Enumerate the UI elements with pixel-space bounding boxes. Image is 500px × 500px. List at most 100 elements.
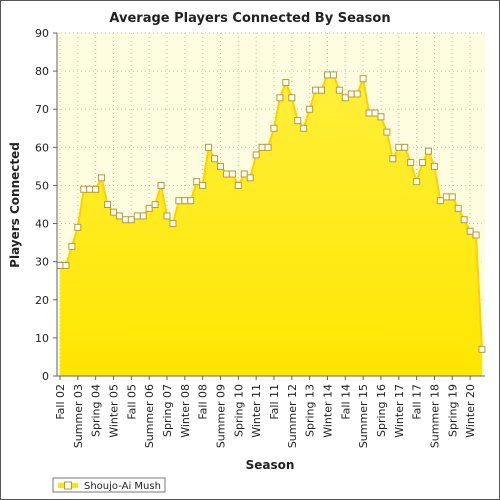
x-tick-label: Summer 06: [143, 384, 156, 448]
data-point: [294, 117, 302, 125]
x-tick-label: Spring 10: [232, 384, 245, 437]
data-point: [454, 204, 462, 212]
data-point: [181, 197, 189, 205]
data-point: [448, 193, 456, 201]
data-point: [133, 212, 141, 220]
x-tick-label: Winter 20: [464, 384, 477, 438]
data-point: [199, 181, 207, 189]
data-point: [359, 75, 367, 83]
data-point: [442, 193, 450, 201]
data-point: [211, 155, 219, 163]
data-point: [264, 143, 272, 151]
data-point: [377, 113, 385, 121]
data-point: [205, 143, 213, 151]
x-tick-label: Fall 02: [54, 384, 67, 420]
data-point: [127, 216, 135, 224]
x-tick-label: Spring 19: [446, 384, 459, 437]
legend-label: Shoujo-Ai Mush: [84, 481, 161, 492]
data-point: [347, 90, 355, 98]
data-point: [466, 227, 474, 235]
data-point: [413, 178, 421, 186]
data-point: [139, 212, 147, 220]
data-point: [216, 162, 224, 170]
data-point: [92, 185, 100, 193]
data-point: [234, 181, 242, 189]
data-point: [270, 124, 278, 132]
x-tick-label: Winter 05: [107, 384, 120, 438]
legend: Shoujo-Ai Mush: [52, 477, 166, 493]
data-point: [478, 345, 486, 353]
data-point: [371, 109, 379, 117]
data-point: [68, 242, 76, 250]
data-point: [121, 216, 129, 224]
data-point: [472, 231, 480, 239]
data-point: [163, 212, 171, 220]
y-tick-label: 70: [35, 103, 49, 116]
plot-area: 0 10 20 30 40 50 60 70 80 90 Fall 02 Summer 03 Sprin…: [35, 27, 486, 448]
data-point: [246, 174, 254, 182]
data-point: [228, 170, 236, 178]
x-tick-label: Spring 16: [375, 384, 388, 437]
x-tick-label: Fall 14: [339, 384, 352, 420]
data-point: [74, 223, 82, 231]
data-point: [395, 143, 403, 151]
data-point: [98, 174, 106, 182]
chart-title: Average Players Connected By Season: [109, 11, 390, 26]
data-point: [389, 155, 397, 163]
data-point: [276, 94, 284, 102]
data-point: [240, 170, 248, 178]
data-point: [341, 94, 349, 102]
y-tick-label: 30: [35, 256, 49, 269]
y-tick-label: 90: [35, 27, 49, 40]
data-point: [288, 94, 296, 102]
x-tick-label: Fall 17: [411, 384, 424, 420]
data-point: [335, 86, 343, 94]
data-point: [312, 86, 320, 94]
data-point: [300, 124, 308, 132]
x-tick-label: Winter 08: [179, 384, 192, 438]
x-tick-label: Winter 14: [321, 384, 334, 438]
data-point: [187, 197, 195, 205]
data-point: [80, 185, 88, 193]
x-tick-label: Spring 13: [304, 384, 317, 437]
y-tick-label: 60: [35, 141, 49, 154]
data-point: [151, 201, 159, 208]
data-point: [145, 204, 153, 212]
x-tick-label: Spring 07: [161, 384, 174, 437]
y-tick-label: 50: [35, 179, 49, 192]
data-point: [115, 212, 123, 220]
data-point: [401, 143, 409, 151]
x-tick-label: Summer 09: [214, 384, 227, 448]
data-point: [109, 208, 117, 216]
x-tick-label: Fall 08: [197, 384, 210, 420]
x-tick-label: Summer 12: [286, 384, 299, 448]
x-tick-label: Summer 03: [72, 384, 85, 448]
x-tick-label: Spring 04: [90, 384, 103, 437]
data-point: [460, 216, 468, 224]
legend-box: [52, 477, 166, 493]
data-point: [407, 159, 415, 167]
x-tick-label: Winter 11: [250, 384, 263, 438]
data-point: [222, 170, 230, 178]
y-tick-label: 80: [35, 65, 49, 78]
x-tick-label: Summer 15: [357, 384, 370, 448]
y-axis-title: Players Connected: [8, 142, 22, 268]
data-point: [56, 261, 64, 269]
data-point: [425, 147, 433, 155]
data-point: [383, 128, 391, 136]
data-point: [62, 261, 70, 269]
data-point: [329, 71, 337, 79]
x-tick-label: Fall 11: [268, 384, 281, 420]
data-point: [318, 86, 326, 94]
data-point: [282, 79, 290, 87]
data-point: [175, 197, 183, 205]
data-point: [86, 185, 94, 193]
data-point: [365, 109, 373, 117]
y-tick-label: 10: [35, 332, 49, 345]
x-tick-label: Summer 18: [428, 384, 441, 448]
series-area: [60, 74, 482, 377]
data-point: [419, 159, 427, 167]
y-tick-label: 20: [35, 294, 49, 307]
data-point: [258, 143, 266, 151]
